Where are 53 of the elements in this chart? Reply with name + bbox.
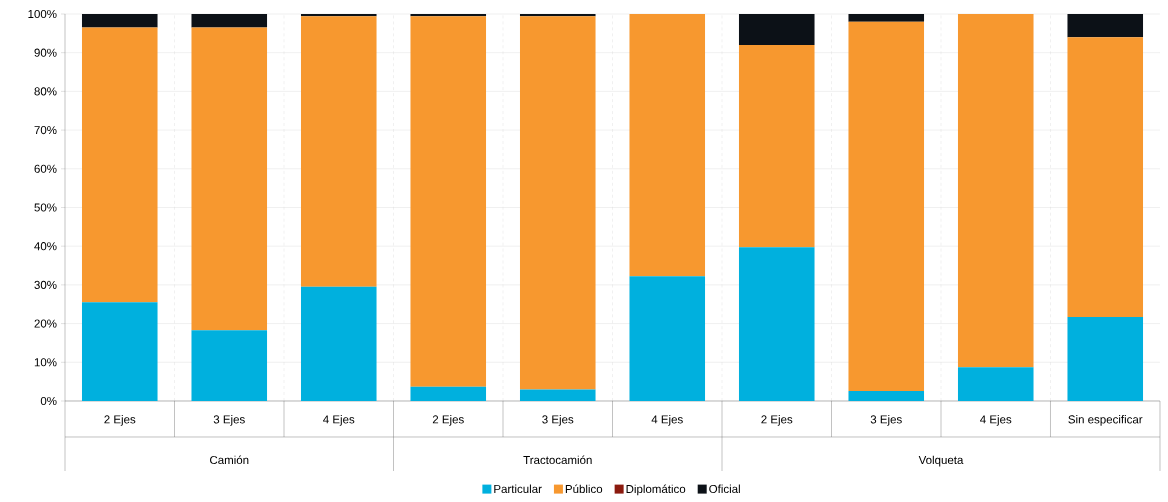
text: Camión [210,455,249,465]
bar [191,27,268,331]
x-tick-label: 4 Ejes [980,415,1012,426]
bar [848,390,925,401]
x-tick-label: 2 Ejes [104,415,136,426]
bar [519,16,596,390]
bar [738,247,815,401]
bar [957,13,1034,368]
legend-label: Oficial [709,484,740,494]
y-tick-label: 60% [34,164,57,173]
bar [81,302,158,401]
bar [81,27,158,303]
legend-label: Particular [494,484,542,494]
y-tick-label: 100% [28,9,57,19]
y-tick-label: 0% [40,396,57,406]
bar [410,386,487,401]
bar [738,44,815,248]
bar [629,276,706,401]
x-tick-label: 2 Ejes [761,415,793,426]
bar [1067,317,1144,401]
y-tick-label: 40% [34,242,57,251]
text: Volqueta [918,455,964,467]
bar [848,21,925,391]
bar [81,13,158,28]
x-tick-label: 3 Ejes [213,415,245,426]
y-tick-label: 20% [34,319,57,328]
legend-label: Público [565,484,603,494]
x-tick-label: 4 Ejes [651,415,683,426]
legend-label: Diplomático [626,484,686,496]
y-tick-label: 30% [34,280,57,289]
x-tick-label: Sin especificar [1068,415,1143,426]
bar [957,367,1034,401]
bar [191,330,268,401]
bar [300,286,377,401]
bar [519,389,596,401]
bar [629,13,706,277]
text: Tractocamión [523,455,592,465]
x-tick-label: 2 Ejes [432,415,464,426]
y-tick-label: 80% [34,87,57,96]
bar [848,13,925,22]
y-tick-label: 50% [34,203,57,212]
bar [410,16,487,387]
bar [738,13,815,45]
x-tick-label: 3 Ejes [870,415,902,426]
x-tick-label: 3 Ejes [542,415,574,426]
y-tick-label: 90% [34,48,57,57]
y-tick-label: 10% [34,358,57,367]
bar [1067,37,1144,318]
bar [300,16,377,287]
bar [191,13,268,28]
x-tick-label: 4 Ejes [323,415,355,426]
y-tick-label: 70% [34,126,57,135]
bar [1067,13,1144,38]
